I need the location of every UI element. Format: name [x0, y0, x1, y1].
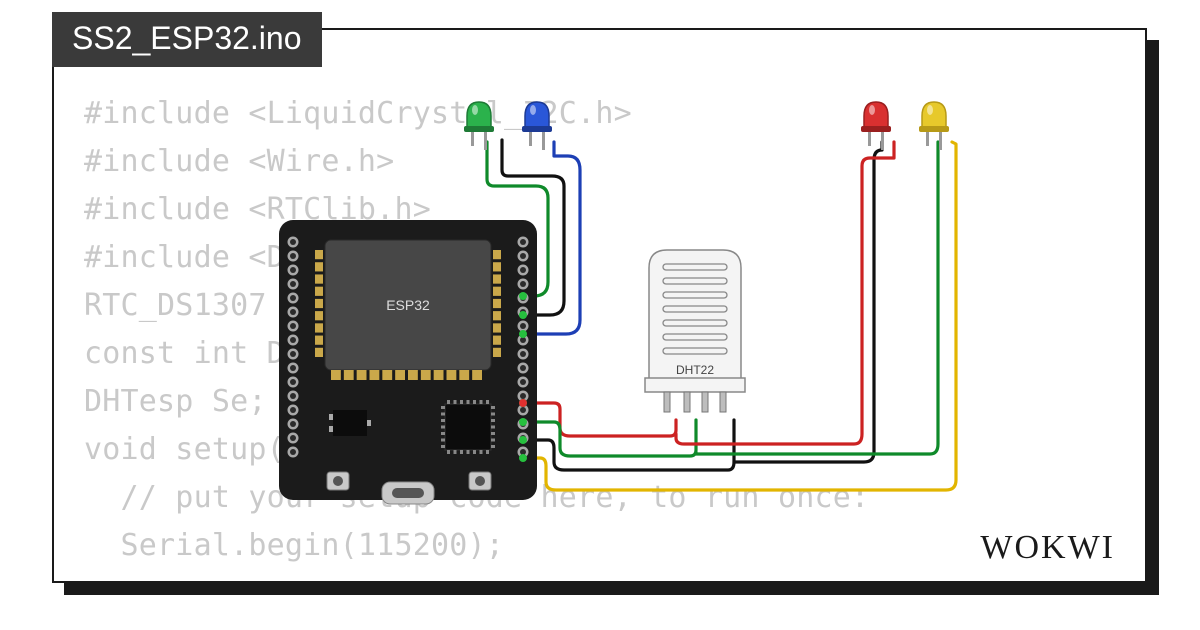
svg-text:DHT22: DHT22 — [676, 363, 714, 377]
esp32-board: ESP32 — [279, 220, 537, 504]
brand-label: WOKWI — [980, 529, 1115, 567]
wire-red-led-gnd — [734, 142, 882, 462]
dht22-sensor: DHT22 — [645, 250, 745, 412]
led-red — [861, 102, 891, 150]
wire-dht-data — [525, 420, 696, 456]
led-blue — [522, 102, 552, 150]
card: #include <LiquidCrystal_I2C.h> #include … — [52, 28, 1147, 583]
wire-dht-vcc — [525, 403, 676, 436]
wiring-diagram: ESP32 DHT22 — [54, 30, 1149, 585]
leds-group — [464, 102, 949, 150]
led-yellow — [919, 102, 949, 150]
led-green — [464, 102, 494, 150]
svg-text:ESP32: ESP32 — [386, 297, 430, 313]
title-tab: SS2_ESP32.ino — [52, 12, 322, 67]
